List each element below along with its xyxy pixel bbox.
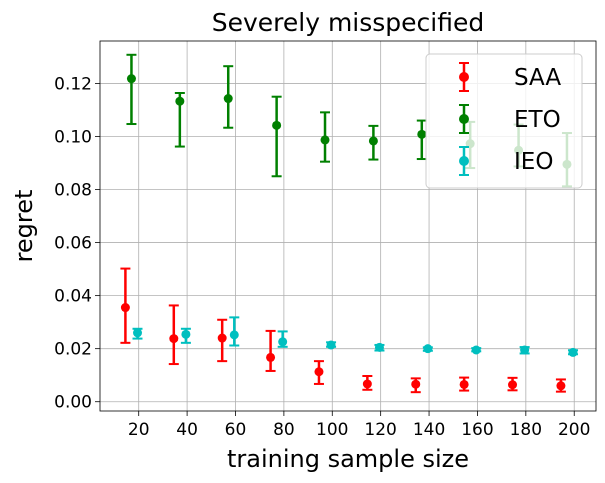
eto-point — [223, 94, 233, 104]
ieo-point — [133, 328, 143, 338]
ieo-point — [374, 342, 384, 352]
legend-saa-label: SAA — [514, 65, 561, 91]
x-tick-label: 40 — [176, 420, 198, 440]
y-tick-label: 0.04 — [54, 287, 92, 307]
x-tick-label: 160 — [461, 420, 493, 440]
y-tick-label: 0.08 — [54, 181, 92, 201]
saa-point — [120, 303, 130, 313]
y-tick-label: 0.10 — [54, 127, 92, 147]
ieo-point — [229, 330, 239, 340]
saa-point — [217, 333, 227, 343]
eto-point — [320, 135, 330, 145]
ieo-point — [423, 344, 433, 354]
ieo-point — [278, 337, 288, 347]
saa-point — [169, 334, 179, 344]
saa-point — [459, 379, 469, 389]
y-tick-label: 0.06 — [54, 234, 92, 254]
chart-title: Severely misspecified — [212, 8, 485, 37]
x-tick-label: 200 — [558, 420, 590, 440]
series-ieo — [132, 316, 579, 357]
x-axis-ticks: 20 40 60 80 100 120 140 160 180 200 — [128, 411, 590, 440]
series-saa — [120, 267, 566, 394]
grid — [100, 41, 596, 411]
y-axis-ticks: 0.00 0.02 0.04 0.06 0.08 0.10 0.12 — [54, 74, 100, 413]
legend-saa-marker — [459, 72, 469, 82]
saa-point — [314, 367, 324, 377]
plot-frame — [99, 40, 597, 412]
y-axis-label: regret — [10, 190, 38, 263]
eto-point — [272, 120, 282, 130]
ieo-point — [326, 340, 336, 350]
ieo-point — [181, 329, 191, 339]
saa-point — [411, 379, 421, 389]
eto-point — [417, 129, 427, 139]
legend-entry-eto: ETO — [459, 104, 561, 134]
x-axis-label: training sample size — [227, 445, 469, 473]
legend: SAA ETO IEO — [425, 53, 583, 189]
legend-eto-label: ETO — [514, 107, 561, 133]
legend-ieo-marker — [459, 156, 469, 166]
legend-entry-ieo: IEO — [459, 146, 553, 176]
x-tick-label: 180 — [510, 420, 542, 440]
x-tick-label: 20 — [128, 420, 150, 440]
y-tick-label: 0.00 — [54, 393, 92, 413]
ieo-point — [471, 345, 481, 355]
eto-point — [126, 74, 136, 84]
ieo-point — [520, 345, 530, 355]
y-tick-label: 0.02 — [54, 340, 92, 360]
saa-point — [556, 381, 566, 391]
saa-point — [508, 380, 518, 390]
eto-point — [175, 96, 185, 106]
legend-eto-marker — [459, 114, 469, 124]
y-tick-label: 0.12 — [54, 74, 92, 94]
legend-entry-saa: SAA — [459, 62, 561, 92]
x-tick-label: 60 — [225, 420, 247, 440]
saa-point — [266, 352, 276, 362]
x-tick-label: 120 — [364, 420, 396, 440]
x-tick-label: 80 — [273, 420, 295, 440]
x-tick-label: 100 — [316, 420, 348, 440]
saa-point — [362, 379, 372, 389]
eto-point — [368, 136, 378, 146]
legend-ieo-label: IEO — [514, 149, 553, 175]
ieo-point — [568, 347, 578, 357]
x-tick-label: 140 — [413, 420, 445, 440]
